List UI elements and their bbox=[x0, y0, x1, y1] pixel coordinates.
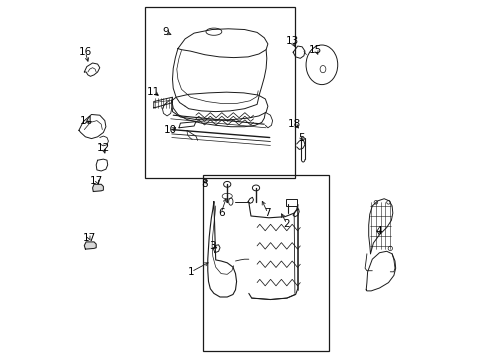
Text: 9: 9 bbox=[163, 27, 169, 37]
Text: 18: 18 bbox=[287, 119, 300, 129]
Text: 4: 4 bbox=[374, 226, 381, 236]
Text: 2: 2 bbox=[283, 219, 290, 229]
Text: 10: 10 bbox=[164, 125, 177, 135]
Text: 15: 15 bbox=[308, 45, 322, 55]
Bar bbox=[285, 199, 296, 206]
Text: 3: 3 bbox=[209, 240, 216, 251]
Bar bbox=[203, 175, 328, 351]
Text: 7: 7 bbox=[264, 208, 271, 218]
Polygon shape bbox=[92, 184, 103, 192]
Text: 1: 1 bbox=[187, 267, 194, 277]
Text: 17: 17 bbox=[90, 176, 103, 186]
Text: 8: 8 bbox=[201, 179, 207, 189]
Polygon shape bbox=[84, 242, 96, 249]
Text: 13: 13 bbox=[285, 36, 298, 46]
Text: 16: 16 bbox=[79, 47, 92, 57]
Bar bbox=[145, 7, 294, 178]
Text: 17: 17 bbox=[82, 233, 96, 243]
Text: 12: 12 bbox=[97, 143, 110, 153]
Text: 6: 6 bbox=[217, 208, 224, 218]
Text: 11: 11 bbox=[147, 87, 160, 97]
Text: 14: 14 bbox=[80, 116, 93, 126]
Text: 5: 5 bbox=[298, 132, 304, 143]
